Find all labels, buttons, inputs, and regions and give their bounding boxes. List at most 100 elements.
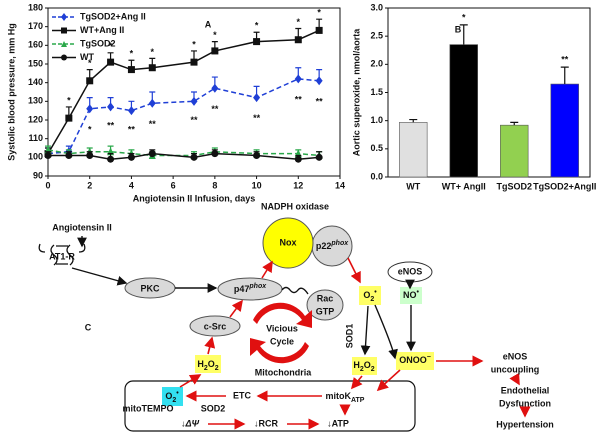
diagram-shapes <box>38 217 531 432</box>
y-tick-label: 1.5 <box>370 87 383 97</box>
x-tick-label: WT+ AngII <box>442 181 486 191</box>
data-point <box>86 104 94 114</box>
arrow <box>261 260 273 279</box>
x-tick-label: WT <box>406 181 420 191</box>
plot-frame <box>47 7 341 177</box>
y-tick-label: 1.0 <box>370 115 383 125</box>
series-line <box>47 78 320 155</box>
diagram-label: ETC <box>233 390 252 400</box>
data-point <box>148 150 156 158</box>
arrow <box>229 299 243 318</box>
legend-marker <box>61 54 67 61</box>
significance: ** <box>149 119 157 129</box>
link <box>281 286 309 295</box>
error-bar <box>409 118 418 123</box>
label-part: NO <box>403 290 417 300</box>
arrow <box>376 369 401 392</box>
label-part: phox <box>330 240 349 247</box>
arrow <box>71 267 128 286</box>
data-point <box>211 150 219 158</box>
data-point <box>127 106 135 116</box>
label-part: • <box>176 390 179 397</box>
cycle-arrow <box>253 302 312 328</box>
diagram-label: Hypertension <box>496 419 554 429</box>
significance: * <box>317 8 321 18</box>
diagram-label: PKC <box>140 283 160 293</box>
x-tick-label: 10 <box>252 180 262 190</box>
label-part: O <box>165 391 172 401</box>
diagram-label: NO• <box>403 289 420 301</box>
bar <box>500 124 529 178</box>
data-point <box>148 64 156 72</box>
data-point <box>253 93 261 103</box>
x-axis-label: Angiotensin II Infusion, days <box>133 193 256 203</box>
diagram-label: Mitochondria <box>255 367 312 377</box>
data-point <box>253 38 261 46</box>
significance: ** <box>295 95 303 105</box>
error-bar <box>459 24 468 45</box>
diagram-label: Rac <box>317 293 334 303</box>
panel-label: A <box>205 19 212 29</box>
label-part: − <box>427 354 431 361</box>
diagram-label: AT1-R <box>49 251 75 261</box>
data-point <box>315 76 323 86</box>
arrow <box>374 304 398 360</box>
significance: * <box>67 95 71 105</box>
x-tick-label: 12 <box>293 180 303 190</box>
label-part: O <box>208 359 215 369</box>
diagram-label: H2O2 <box>197 359 218 371</box>
diagram-label: H2O2 <box>353 360 374 372</box>
data-point <box>190 96 198 106</box>
diagram-label: SOD2 <box>201 403 226 413</box>
diagram-label: O2• <box>363 289 377 303</box>
y-tick-label: 110 <box>28 133 43 143</box>
y-tick-label: 120 <box>28 114 43 124</box>
y-tick-label: 2.5 <box>370 31 383 41</box>
y-tick-label: 90 <box>33 170 43 180</box>
diagram-label: Vicious <box>266 323 298 333</box>
highlight <box>400 287 422 304</box>
label-part: 2 <box>370 296 374 303</box>
data-point <box>315 26 323 34</box>
significance: * <box>255 21 259 31</box>
label-part: H <box>197 359 204 369</box>
label-part: 2 <box>204 365 208 372</box>
diagram-label: Endothelial <box>501 385 550 395</box>
diagram-label: p47phox <box>234 283 267 295</box>
x-tick-label: 8 <box>212 180 217 190</box>
diagram-label: ↓RCR <box>254 418 278 428</box>
arrow <box>360 305 371 356</box>
label-part: p22 <box>316 241 332 251</box>
bar <box>449 44 478 178</box>
significance: ** <box>128 124 136 134</box>
x-tick-label: TgSOD2+AngII <box>533 181 596 191</box>
highlight <box>195 355 221 373</box>
label-part: O <box>363 290 370 300</box>
y-tick-label: 160 <box>28 40 43 50</box>
node <box>306 289 344 321</box>
significance: ** <box>190 115 198 125</box>
label-part: ONOO <box>399 355 427 365</box>
label-part: p47 <box>234 284 250 294</box>
data-point <box>294 155 302 163</box>
diagram-label: Dysfunction <box>499 398 551 408</box>
significance: * <box>213 30 217 40</box>
cycle-arrow <box>250 338 309 364</box>
y-tick-label: 100 <box>28 152 43 162</box>
significance: * <box>88 58 92 68</box>
significance: ** <box>253 113 261 123</box>
series-line <box>47 29 320 154</box>
highlight <box>352 357 377 375</box>
data-point <box>190 153 198 161</box>
significance: * <box>297 17 301 27</box>
y-tick-label: 140 <box>28 77 43 87</box>
y-tick-label: 130 <box>28 96 43 106</box>
data-point <box>127 66 135 74</box>
data-point <box>294 36 302 44</box>
arrow <box>204 336 216 355</box>
y-tick-label: 2.0 <box>370 59 383 69</box>
label-part: • <box>374 289 377 296</box>
significance: ** <box>107 121 115 131</box>
diagram-label: Cycle <box>270 336 294 346</box>
